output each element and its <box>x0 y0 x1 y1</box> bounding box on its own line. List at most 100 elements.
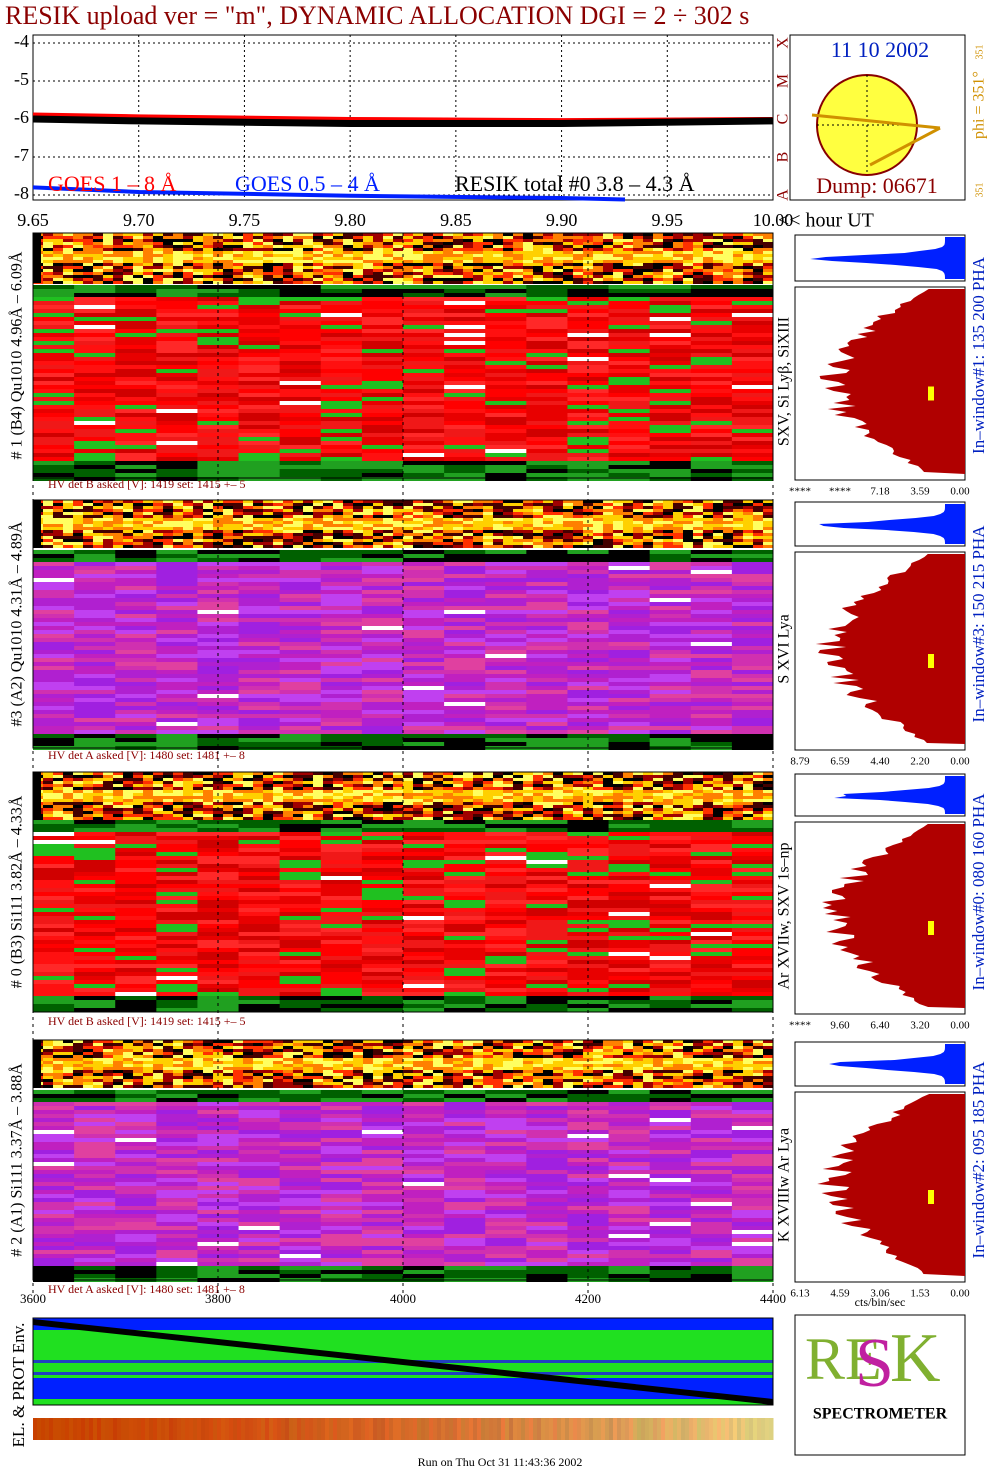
strip-cell <box>43 772 53 775</box>
strip-cell <box>503 524 513 527</box>
strip-cell <box>623 278 633 281</box>
strip-cell <box>553 775 563 778</box>
strip-cell <box>83 239 93 242</box>
heat-cell <box>526 305 568 309</box>
strip-cell <box>673 784 683 787</box>
strip-cell <box>183 281 193 284</box>
strip-cell <box>293 533 303 536</box>
strip-cell <box>193 796 203 799</box>
heat-cell <box>361 598 404 602</box>
strip-cell <box>533 272 543 275</box>
heat-cell <box>690 361 733 365</box>
small-hist <box>819 504 965 544</box>
strip-cell <box>83 515 93 518</box>
heat-cell <box>608 606 651 610</box>
heat-cell <box>115 317 157 321</box>
strip-cell <box>533 278 543 281</box>
heat-cell <box>444 325 486 329</box>
heat-cell <box>74 469 116 473</box>
strip-cell <box>743 254 753 257</box>
strip-cell <box>613 790 623 793</box>
strip-cell <box>613 793 623 796</box>
strip-cell <box>603 248 613 251</box>
heat-cell <box>279 317 322 321</box>
heat-cell <box>115 638 157 642</box>
strip-cell <box>683 245 693 248</box>
strip-cell <box>223 503 233 506</box>
strip-cell <box>673 233 683 236</box>
heat-cell <box>567 566 610 570</box>
strip-cell <box>473 242 483 245</box>
strip-cell <box>363 503 373 506</box>
strip-cell <box>673 536 683 539</box>
strip-cell <box>343 512 353 515</box>
strip-cell <box>483 530 493 533</box>
heat-cell <box>526 461 568 465</box>
strip-cell <box>603 278 613 281</box>
strip-cell <box>693 778 703 781</box>
strip-cell <box>43 778 53 781</box>
strip-cell <box>273 257 283 260</box>
strip-cell <box>223 233 233 236</box>
strip-cell <box>653 245 663 248</box>
strip-cell <box>263 242 273 245</box>
strip-cell <box>703 533 713 536</box>
strip-cell <box>303 260 313 263</box>
strip-cell <box>103 784 113 787</box>
heat-cell <box>403 650 445 654</box>
strip-cell <box>53 245 63 248</box>
strip-cell <box>693 533 703 536</box>
heat-cell <box>156 345 198 349</box>
strip-cell <box>303 775 313 778</box>
heat-cell <box>403 425 445 429</box>
strip-cell <box>613 781 623 784</box>
heat-cell <box>238 570 281 574</box>
strip-cell <box>123 278 133 281</box>
heat-cell <box>74 461 116 465</box>
heat-cell <box>74 554 116 558</box>
heat-cell <box>197 305 240 309</box>
heat-cell <box>608 441 651 445</box>
strip-cell <box>53 266 63 269</box>
heat-cell <box>115 369 157 373</box>
strip-cell <box>43 515 53 518</box>
strip-cell <box>403 266 413 269</box>
strip-cell <box>703 772 713 775</box>
heat-cell <box>279 558 322 562</box>
heat-cell <box>33 301 75 305</box>
heat-cell <box>279 582 322 586</box>
strip-cell <box>713 251 723 254</box>
heat-cell <box>197 425 240 429</box>
heat-cell <box>403 702 445 706</box>
strip-cell <box>343 530 353 533</box>
strip-cell <box>233 263 243 266</box>
heat-cell <box>74 465 116 469</box>
strip-cell <box>633 781 643 784</box>
strip-cell <box>113 278 123 281</box>
strip-cell <box>613 524 623 527</box>
strip-cell <box>83 263 93 266</box>
strip-cell <box>463 239 473 242</box>
heat-cell <box>444 614 486 618</box>
heat-cell <box>526 429 568 433</box>
heat-cell <box>115 329 157 333</box>
heat-cell <box>526 413 568 417</box>
strip-cell <box>713 787 723 790</box>
heat-cell <box>649 421 692 425</box>
strip-cell <box>403 796 413 799</box>
heat-cell <box>33 686 75 690</box>
strip-cell <box>393 503 403 506</box>
strip-cell <box>693 251 703 254</box>
strip-cell <box>403 515 413 518</box>
heat-cell <box>731 646 774 650</box>
strip-cell <box>653 521 663 524</box>
strip-cell <box>563 775 573 778</box>
heat-cell <box>608 345 651 349</box>
heat-cell <box>444 618 486 622</box>
heat-cell <box>526 586 568 590</box>
strip-cell <box>643 236 653 239</box>
heat-cell <box>608 558 651 562</box>
heat-cell <box>361 666 404 670</box>
strip-cell <box>573 524 583 527</box>
heat-cell <box>485 333 527 337</box>
